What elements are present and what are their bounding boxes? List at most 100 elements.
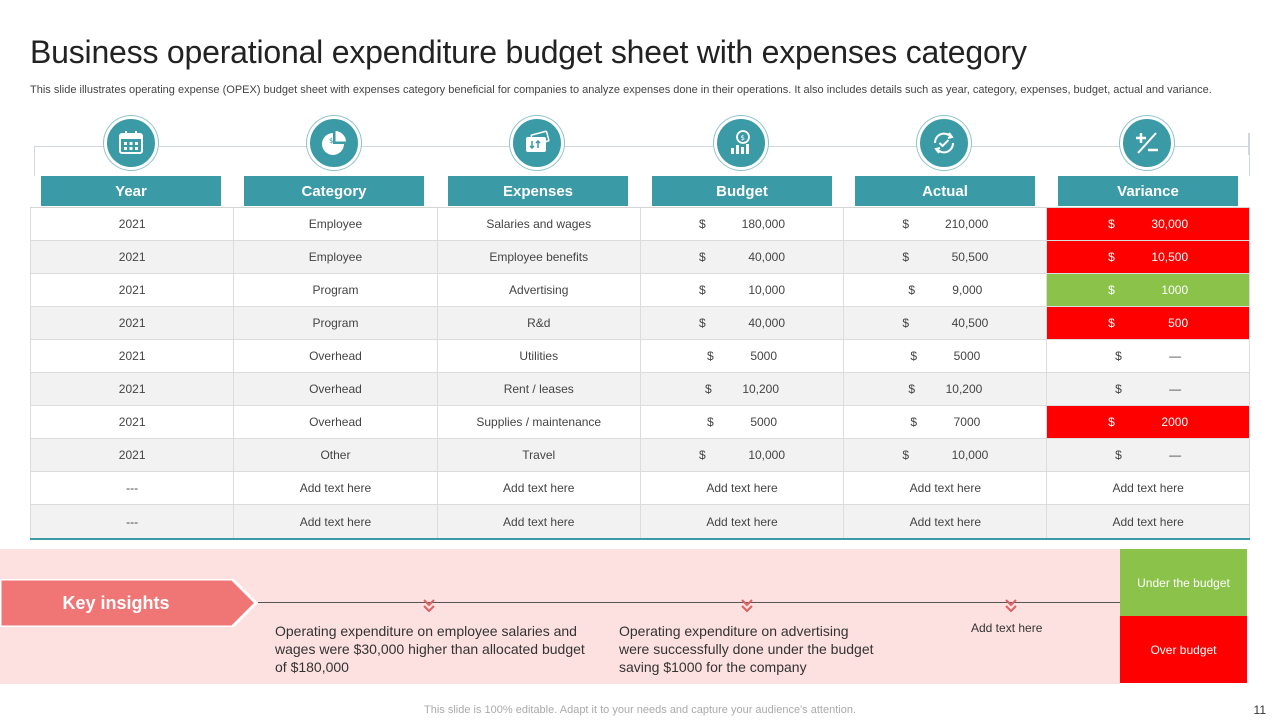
column-header-actual: Actual <box>855 176 1035 206</box>
currency-symbol: $ <box>902 448 910 462</box>
currency-symbol: $ <box>707 415 714 429</box>
variance-cell-over: $30,000 <box>1046 208 1250 240</box>
currency-symbol: $ <box>1115 349 1122 363</box>
budget-cell: $40,000 <box>639 307 843 339</box>
actual-cell: $50,500 <box>843 241 1046 273</box>
expense-cell: Rent / leases <box>436 373 640 405</box>
calendar-icon <box>104 116 158 170</box>
variance-value: 1000 <box>1161 283 1189 297</box>
year-cell: 2021 <box>30 373 233 405</box>
actual-value: 10,200 <box>945 382 983 396</box>
footer-note: This slide is 100% editable. Adapt it to… <box>424 704 856 716</box>
budget-value: 10,000 <box>748 448 786 462</box>
table-row-placeholder: --- Add text here Add text here Add text… <box>30 472 1250 505</box>
column-header-expenses: Expenses <box>448 176 628 206</box>
category-cell: Program <box>233 307 436 339</box>
currency-symbol: $ <box>1108 283 1115 297</box>
table-row-placeholder: --- Add text here Add text here Add text… <box>30 505 1250 538</box>
currency-symbol: $ <box>699 283 706 297</box>
actual-value: 5000 <box>953 349 981 363</box>
variance-value: 30,000 <box>1151 217 1189 231</box>
money-transfer-icon <box>510 116 564 170</box>
year-cell: 2021 <box>30 439 233 471</box>
currency-symbol: $ <box>1108 316 1115 330</box>
insight-text-2: Operating expenditure on advertising wer… <box>619 623 874 675</box>
budget-cell: $40,000 <box>639 241 843 273</box>
page-number: 11 <box>1253 703 1266 717</box>
actual-cell: $10,000 <box>843 439 1046 471</box>
expense-cell: Salaries and wages <box>436 208 640 240</box>
year-cell: --- <box>30 472 233 504</box>
currency-symbol: $ <box>902 217 910 231</box>
category-cell: Employee <box>233 241 436 273</box>
column-header-variance: Variance <box>1058 176 1238 206</box>
variance-cell: $ — <box>1046 439 1250 471</box>
key-insights-arrow-shape <box>0 579 258 627</box>
placeholder-cell[interactable]: Add text here <box>436 505 640 538</box>
actual-value: 10,000 <box>951 448 989 462</box>
table-row: 2021 Program R&d $40,000 $40,500 $500 <box>30 307 1250 340</box>
actual-cell: $7000 <box>843 406 1046 438</box>
category-cell: Employee <box>233 208 436 240</box>
budget-cell: $5000 <box>639 406 843 438</box>
actual-cell: $10,200 <box>843 373 1046 405</box>
table-row: 2021 Program Advertising $10,000 $9,000 … <box>30 274 1250 307</box>
cycle-check-icon <box>917 116 971 170</box>
budget-value: 5000 <box>750 349 778 363</box>
column-header-category: Category <box>244 176 424 206</box>
insight-text-1: Operating expenditure on employee salari… <box>275 623 585 675</box>
currency-symbol: $ <box>1108 250 1115 264</box>
category-cell: Overhead <box>233 340 436 372</box>
column-header-budget: Budget <box>652 176 832 206</box>
expense-cell: Supplies / maintenance <box>436 406 640 438</box>
actual-value: 9,000 <box>952 283 983 297</box>
expense-cell: Utilities <box>436 340 640 372</box>
expense-cell: R&d <box>436 307 640 339</box>
table-row: 2021 Employee Employee benefits $40,000 … <box>30 241 1250 274</box>
actual-cell: $5000 <box>843 340 1046 372</box>
page-title: Business operational expenditure budget … <box>30 34 1027 70</box>
category-cell: Other <box>233 439 436 471</box>
table-row: 2021 Other Travel $10,000 $10,000 $ — <box>30 439 1250 472</box>
timeline-marker-icon <box>1005 599 1017 613</box>
year-cell: 2021 <box>30 340 233 372</box>
placeholder-cell[interactable]: Add text here <box>233 505 436 538</box>
currency-symbol: $ <box>908 382 916 396</box>
legend-under-budget: Under the budget <box>1120 549 1247 616</box>
placeholder-cell[interactable]: Add text here <box>1046 505 1250 538</box>
placeholder-cell[interactable]: Add text here <box>233 472 436 504</box>
placeholder-cell[interactable]: Add text here <box>843 472 1046 504</box>
variance-value: 500 <box>1168 316 1189 330</box>
currency-symbol: $ <box>910 349 918 363</box>
variance-value: — <box>1169 349 1182 363</box>
placeholder-cell[interactable]: Add text here <box>639 472 843 504</box>
year-cell: 2021 <box>30 307 233 339</box>
column-header-year: Year <box>41 176 221 206</box>
currency-symbol: $ <box>699 448 706 462</box>
budget-value: 10,000 <box>748 283 786 297</box>
budget-value: 180,000 <box>741 217 786 231</box>
actual-cell: $40,500 <box>843 307 1046 339</box>
currency-symbol: $ <box>1108 217 1115 231</box>
year-cell: 2021 <box>30 274 233 306</box>
actual-cell: $210,000 <box>843 208 1046 240</box>
currency-symbol: $ <box>1115 448 1122 462</box>
actual-value: 7000 <box>953 415 981 429</box>
insights-timeline <box>258 602 1120 603</box>
category-cell: Overhead <box>233 406 436 438</box>
variance-cell-over: $500 <box>1046 307 1250 339</box>
expense-cell: Employee benefits <box>436 241 640 273</box>
budget-cell: $10,000 <box>639 439 843 471</box>
placeholder-cell[interactable]: Add text here <box>639 505 843 538</box>
variance-cell-over: $2000 <box>1046 406 1250 438</box>
placeholder-cell[interactable]: Add text here <box>843 505 1046 538</box>
expense-cell: Advertising <box>436 274 640 306</box>
budget-table: 2021 Employee Salaries and wages $180,00… <box>30 207 1250 540</box>
currency-symbol: $ <box>908 283 916 297</box>
currency-symbol: $ <box>902 316 910 330</box>
variance-cell: $ — <box>1046 340 1250 372</box>
actual-cell: $9,000 <box>843 274 1046 306</box>
placeholder-cell[interactable]: Add text here <box>436 472 640 504</box>
currency-symbol: $ <box>699 316 706 330</box>
placeholder-cell[interactable]: Add text here <box>1046 472 1250 504</box>
